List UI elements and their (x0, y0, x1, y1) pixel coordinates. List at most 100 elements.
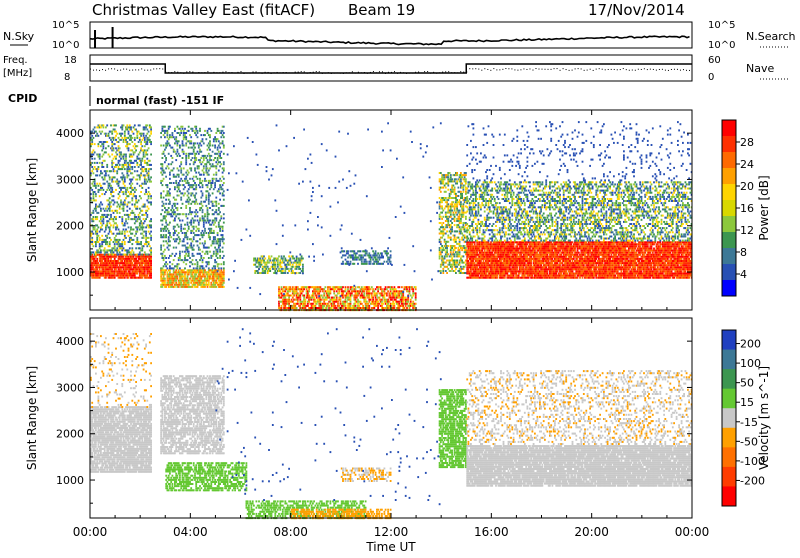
echo-cell (453, 185, 455, 187)
station-title: Christmas Valley East (fitACF) (92, 1, 315, 19)
echo-cell (193, 249, 195, 251)
echo-cell (446, 226, 448, 228)
echo-cell (446, 255, 448, 257)
echo-cell (106, 164, 108, 166)
echo-cell (223, 222, 225, 224)
echo-cell (121, 129, 123, 131)
echo-cell (175, 138, 177, 140)
echo-cell (174, 217, 176, 219)
echo-cell (114, 137, 116, 139)
echo-cell (141, 158, 143, 160)
echo-cell (146, 206, 148, 208)
echo-cell (189, 178, 191, 180)
echo-cell (345, 299, 347, 301)
echo-cell (150, 181, 152, 183)
echo-cell (371, 295, 373, 297)
echo-cell (95, 254, 97, 256)
echo-cell (131, 247, 133, 249)
echo-cell (150, 237, 152, 239)
echo-cell (190, 222, 192, 224)
echo-cell (126, 145, 128, 147)
nave-dot (247, 73, 248, 74)
echo-cell (145, 151, 147, 153)
echo-cell (220, 151, 222, 153)
echo-cell (347, 295, 349, 297)
echo-cell (126, 210, 128, 212)
echo-cell (200, 278, 202, 280)
echo-cell (222, 236, 224, 238)
echo-cell (110, 193, 112, 195)
echo-cell (223, 271, 225, 273)
echo-cell (162, 255, 164, 257)
echo-cell (134, 235, 136, 237)
echo-cell (169, 245, 171, 247)
echo-cell (264, 270, 266, 272)
echo-cell (164, 255, 166, 257)
echo-cell (129, 201, 131, 203)
echo-cell (447, 245, 449, 247)
echo-cell (367, 303, 369, 305)
echo-cell (204, 276, 206, 278)
echo-cell (202, 192, 204, 194)
echo-cell (199, 220, 201, 222)
echo-cell (174, 205, 176, 207)
echo-cell (98, 185, 100, 187)
echo-cell (318, 292, 320, 294)
echo-cell (99, 162, 101, 164)
echo-cell (204, 286, 206, 288)
echo-cell (111, 187, 113, 189)
echo-cell (281, 307, 283, 309)
echo-cell (442, 268, 444, 270)
echo-cell (168, 199, 170, 201)
nave-dot (370, 72, 371, 73)
echo-cell (163, 257, 165, 259)
echo-cell (328, 295, 330, 297)
echo-cell (139, 179, 141, 181)
echo-cell (98, 166, 100, 168)
echo-cell (116, 251, 118, 253)
echo-cell (93, 245, 95, 247)
echo-cell (145, 189, 147, 191)
echo-cell (140, 241, 142, 243)
echo-cell (407, 301, 409, 303)
echo-cell (409, 307, 411, 309)
echo-cell (222, 142, 224, 144)
echo-cell (207, 155, 209, 157)
echo-cell (259, 266, 261, 268)
echo-cell (119, 231, 121, 233)
echo-cell (407, 299, 409, 301)
echo-cell (203, 232, 205, 234)
nave-dot (307, 73, 308, 74)
echo-cell (194, 132, 196, 134)
echo-cell (164, 217, 166, 219)
echo-cell (148, 174, 150, 176)
echo-cell (93, 137, 95, 139)
echo-cell (190, 242, 192, 244)
echo-cell (223, 182, 225, 184)
echo-cell (341, 257, 343, 259)
echo-cell (343, 250, 345, 252)
echo-cell (262, 258, 264, 260)
echo-cell (456, 180, 458, 182)
echo-cell (302, 290, 304, 292)
echo-cell (439, 218, 441, 220)
echo-cell (218, 267, 220, 269)
echo-cell (109, 254, 111, 256)
echo-cell (366, 261, 368, 263)
echo-cell (390, 254, 392, 256)
echo-cell (95, 131, 97, 133)
echo-cell (205, 197, 207, 199)
echo-cell (124, 233, 126, 235)
echo-cell (119, 212, 121, 214)
echo-cell (178, 186, 180, 188)
echo-cell (189, 209, 191, 211)
nave-dot (328, 72, 329, 73)
echo-cell (109, 243, 111, 245)
echo-cell (209, 180, 211, 182)
echo-cell (98, 135, 100, 137)
echo-cell (212, 209, 214, 211)
nave-dot (138, 69, 139, 70)
echo-cell (99, 220, 101, 222)
echo-cell (284, 258, 286, 260)
